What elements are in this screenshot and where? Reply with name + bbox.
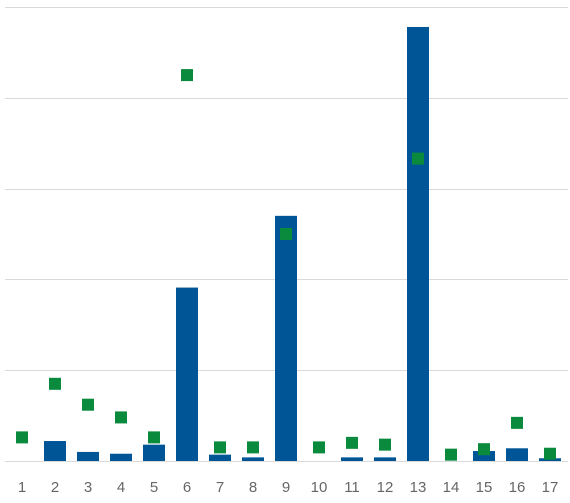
marker: [412, 152, 424, 165]
bar: [176, 287, 198, 461]
marker: [511, 416, 523, 429]
x-tick-label: 14: [443, 479, 460, 496]
x-tick-label: 10: [311, 479, 328, 496]
x-tick-label: 13: [410, 479, 427, 496]
marker: [346, 436, 358, 449]
x-tick-label: 3: [84, 479, 92, 496]
bar: [407, 26, 429, 461]
marker: [82, 398, 94, 411]
marker: [379, 438, 391, 451]
x-tick-label: 2: [51, 479, 59, 496]
x-tick-label: 17: [542, 479, 559, 496]
marker: [544, 447, 556, 460]
marker: [313, 441, 325, 454]
x-tick-label: 1: [18, 479, 26, 496]
bar: [374, 457, 396, 461]
marker: [280, 228, 292, 240]
bar: [209, 454, 231, 461]
marker: [49, 377, 61, 390]
x-tick-label: 8: [249, 479, 257, 496]
marker: [214, 441, 226, 454]
bar: [110, 453, 132, 461]
x-tick-label: 12: [377, 479, 394, 496]
bar: [77, 451, 99, 461]
bar: [44, 441, 66, 461]
x-tick-label: 7: [216, 479, 224, 496]
x-tick-label: 15: [476, 479, 493, 496]
marker: [247, 441, 259, 454]
bar: [275, 215, 297, 461]
bar: [341, 457, 363, 461]
x-tick-label: 16: [509, 479, 526, 496]
marker: [445, 448, 457, 461]
x-tick-label: 5: [150, 479, 158, 496]
marker: [16, 431, 28, 444]
x-tick-label: 6: [183, 479, 191, 496]
x-tick-label: 9: [282, 479, 290, 496]
marker: [115, 411, 127, 424]
marker: [181, 69, 193, 82]
bar: [473, 451, 495, 461]
bar: [143, 444, 165, 461]
x-tick-label: 11: [344, 479, 360, 496]
bar: [242, 457, 264, 461]
x-tick-label: 4: [117, 479, 125, 496]
bar: [506, 448, 528, 461]
marker: [148, 431, 160, 444]
marker: [478, 443, 490, 456]
